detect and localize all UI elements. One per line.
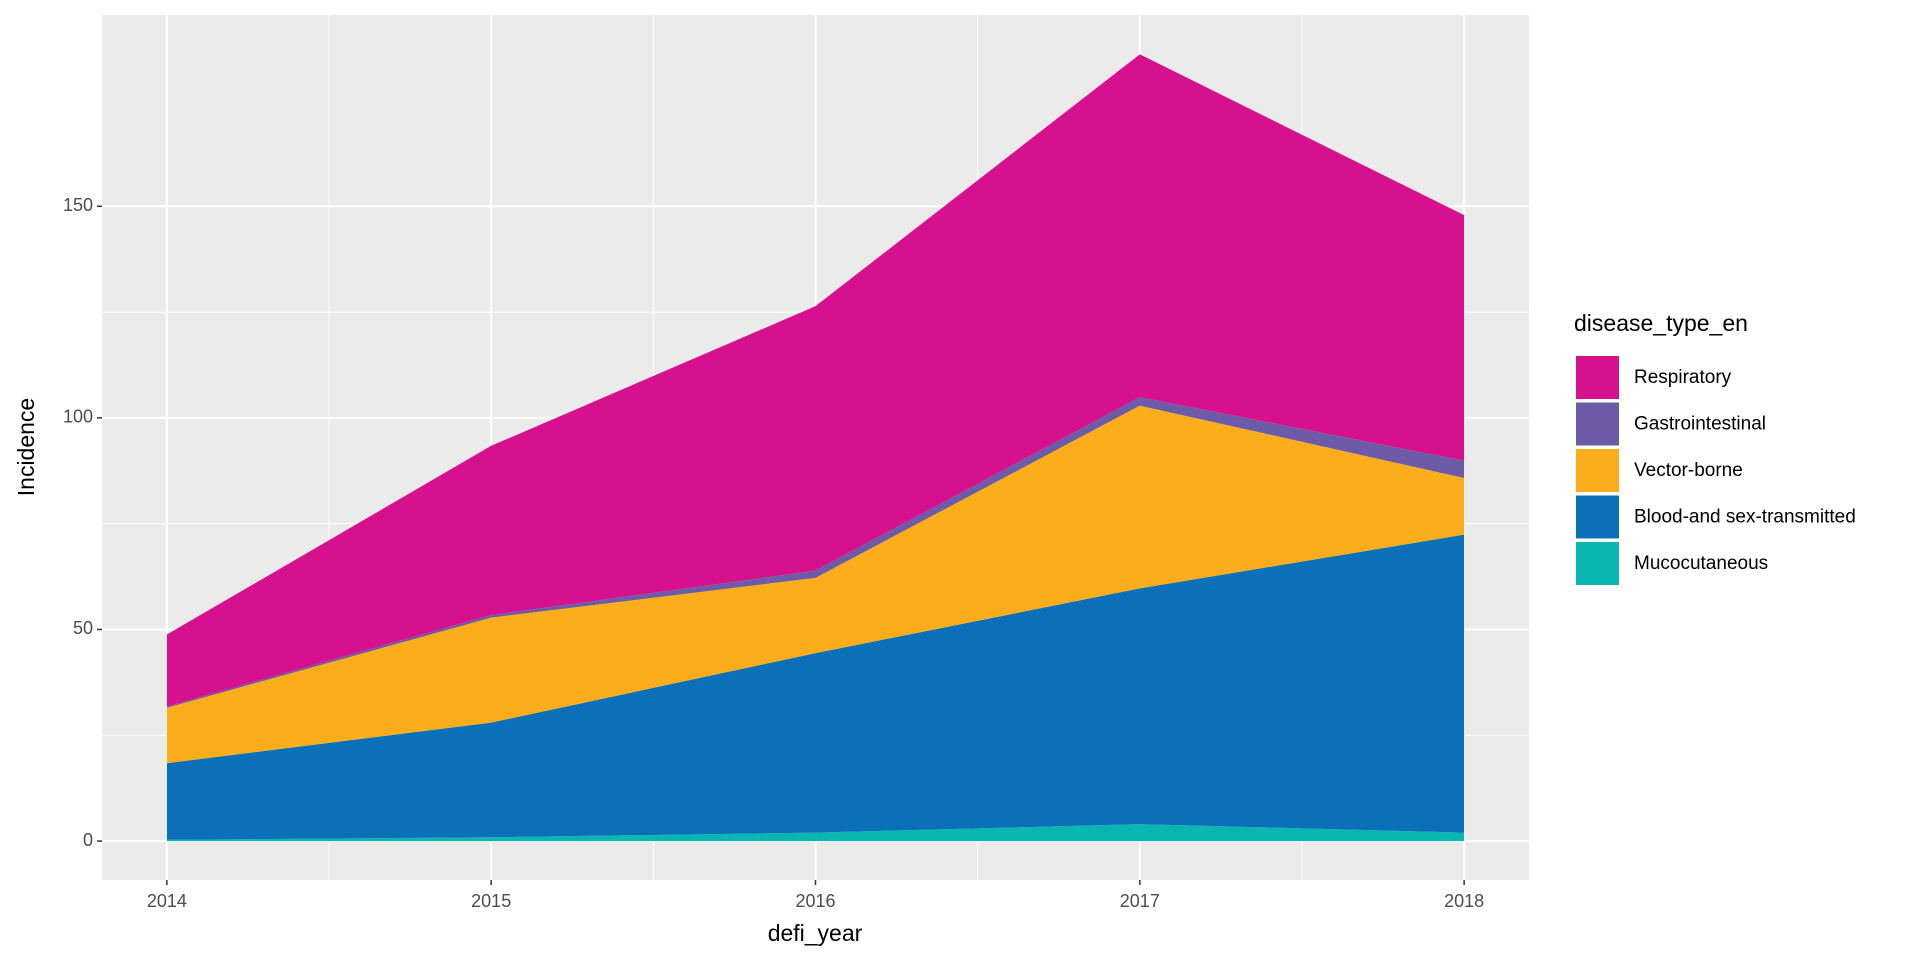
legend-label: Blood-and sex-transmitted [1634,507,1856,528]
x-tick-label: 2017 [1120,891,1160,911]
legend-title: disease_type_en [1574,310,1748,336]
legend-label: Respiratory [1634,367,1732,388]
x-tick-label: 2014 [147,891,187,911]
legend-swatch [1576,402,1619,446]
area [166,54,1465,707]
legend-swatch [1576,542,1619,585]
legend-swatch [1576,449,1619,492]
area [166,405,1465,764]
area [166,534,1465,840]
legend-label: Vector-borne [1634,460,1743,481]
x-tick-label: 2018 [1444,891,1484,911]
legend-swatch [1576,495,1619,539]
y-tick-label: 150 [63,195,93,215]
legend-label: Gastrointestinal [1634,414,1766,435]
y-tick-label: 100 [63,407,93,427]
legend-label: Mucocutaneous [1634,553,1768,574]
legend-swatch [1576,356,1619,399]
y-tick-label: 0 [83,830,93,850]
y-axis-title: Incidence [13,398,39,496]
x-tick-label: 2016 [795,891,835,911]
x-tick-label: 2015 [471,891,511,911]
y-tick-label: 50 [73,618,93,638]
x-axis-title: defi_year [768,920,863,946]
